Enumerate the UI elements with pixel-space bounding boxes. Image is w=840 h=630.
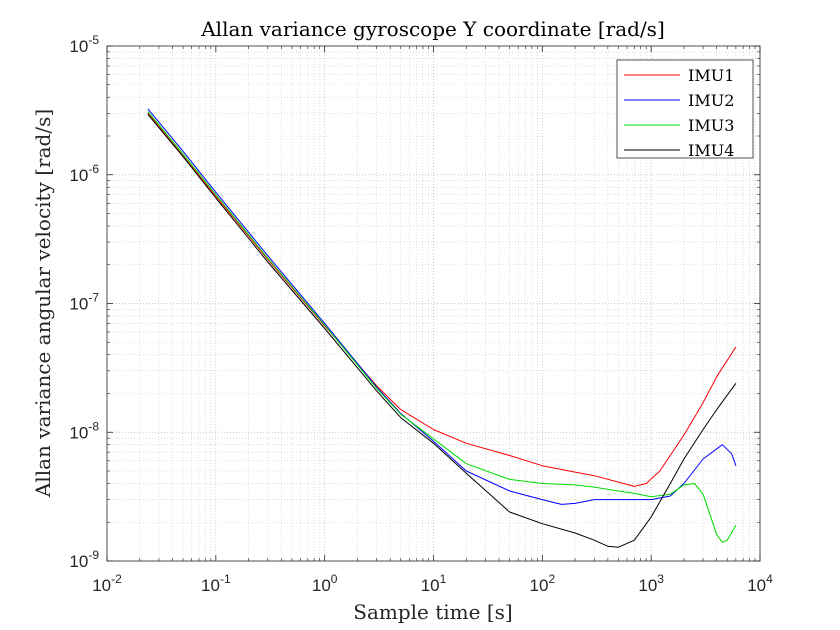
y-axis-label: Allan variance angular velocity [rad/s] [31,109,55,498]
legend-label-imu4: IMU4 [688,141,734,160]
y-tick-label: 10-9 [69,548,99,571]
series-line-imu2 [147,108,737,505]
series-line-imu1 [147,112,737,487]
tick-layer: 10-2 10-1 100 101 102 103 104 10-9 10-8 10-7 10-6 1… [69,33,773,595]
series-layer [147,108,737,548]
x-tick-label: 102 [530,572,556,595]
x-tick-label: 103 [638,572,664,595]
x-tick-label: 10-2 [92,572,122,595]
legend-label-imu2: IMU2 [688,91,734,110]
y-tick-label: 10-8 [69,419,99,442]
y-tick-label: 10-6 [69,162,99,185]
chart-title: Allan variance gyroscope Y coordinate [r… [200,17,665,41]
x-tick-label: 104 [747,572,773,595]
grid-layer [106,45,761,562]
legend-box [616,59,754,159]
series-line-imu4 [147,113,737,548]
x-tick-label: 101 [421,572,447,595]
x-tick-label: 10-1 [201,572,231,595]
y-tick-label: 10-7 [69,291,99,314]
legend: IMU1 IMU2 IMU3 IMU4 [616,59,754,160]
x-tick-label: 100 [312,572,338,595]
y-tick-label: 10-5 [69,33,99,56]
x-axis-label: Sample time [s] [353,600,512,624]
legend-label-imu3: IMU3 [688,116,734,135]
series-line-imu3 [147,111,737,543]
legend-label-imu1: IMU1 [688,66,734,85]
